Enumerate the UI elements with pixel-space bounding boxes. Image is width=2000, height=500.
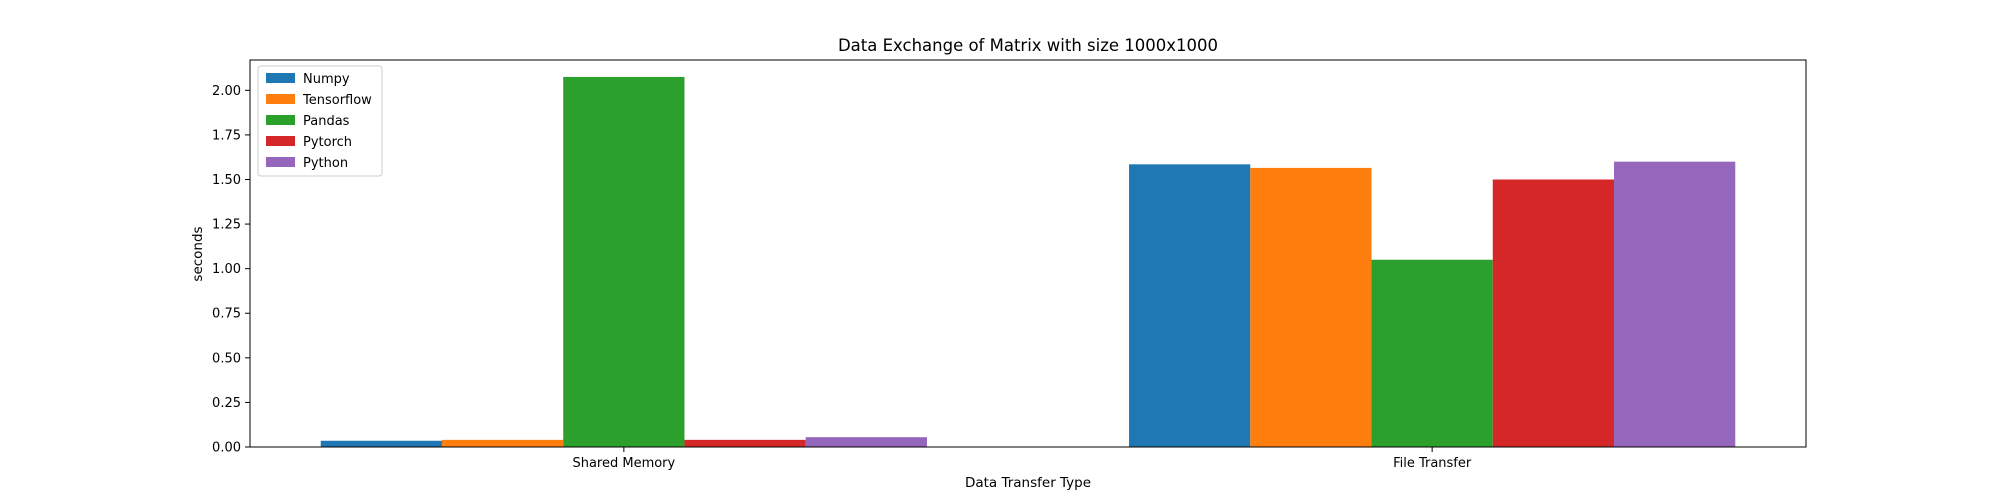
legend-label-pytorch: Pytorch <box>303 135 352 150</box>
legend-swatch-pytorch <box>266 136 295 146</box>
x-tick-label: Shared Memory <box>572 456 675 471</box>
x-tick-label: File Transfer <box>1393 456 1472 471</box>
bar-pandas-shared-memory <box>563 76 685 448</box>
bar-tensorflow-shared-memory <box>441 439 564 447</box>
y-tick-label: 0.75 <box>212 307 241 322</box>
chart-title: Data Exchange of Matrix with size 1000x1… <box>838 36 1218 55</box>
bar-python-shared-memory <box>805 437 927 447</box>
x-axis-label: Data Transfer Type <box>965 475 1091 491</box>
legend-items: Numpy Tensorflow Pandas Pytorch Python <box>266 72 372 171</box>
legend-swatch-pandas <box>266 115 295 125</box>
bar-numpy-file-transfer <box>1129 164 1251 447</box>
legend-label-pandas: Pandas <box>303 114 350 129</box>
y-axis-ticks: 0.00 0.25 0.50 0.75 1.00 1.25 1.50 1.75 2.00 <box>212 84 250 456</box>
x-axis-ticks: Shared Memory File Transfer <box>572 447 1472 471</box>
legend-label-tensorflow: Tensorflow <box>302 93 372 108</box>
y-tick-label: 1.50 <box>212 173 241 188</box>
y-tick-label: 0.25 <box>212 396 241 411</box>
legend-swatch-tensorflow <box>266 94 295 104</box>
y-tick-label: 2.00 <box>212 84 241 99</box>
bar-python-file-transfer <box>1614 161 1736 448</box>
y-tick-label: 0.50 <box>212 351 241 366</box>
y-tick-label: 1.75 <box>212 128 241 143</box>
bar-pytorch-shared-memory <box>684 439 806 447</box>
bar-pandas-file-transfer <box>1371 259 1493 447</box>
y-tick-label: 1.25 <box>212 218 241 233</box>
bar-numpy-shared-memory <box>320 440 442 447</box>
legend: Numpy Tensorflow Pandas Pytorch Python <box>257 65 383 177</box>
y-tick-label: 1.00 <box>212 262 241 277</box>
y-tick-label: 0.00 <box>212 441 241 456</box>
legend-swatch-numpy <box>266 73 295 83</box>
plot-frame <box>249 59 1807 448</box>
bars-layer <box>320 76 1736 448</box>
legend-swatch-python <box>266 157 295 167</box>
legend-label-python: Python <box>303 156 348 171</box>
legend-box <box>257 65 383 177</box>
y-axis-label: seconds <box>190 226 206 281</box>
bar-pytorch-file-transfer <box>1492 179 1615 448</box>
bar-tensorflow-file-transfer <box>1250 167 1372 448</box>
legend-label-numpy: Numpy <box>303 72 350 87</box>
